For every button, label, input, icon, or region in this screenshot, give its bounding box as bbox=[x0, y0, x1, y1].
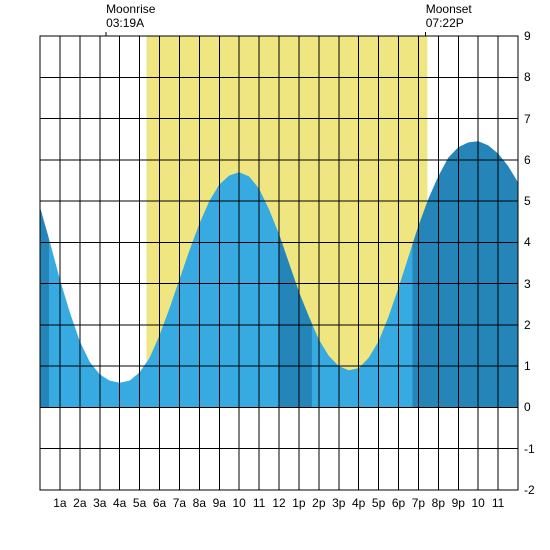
x-tick-label: 5a bbox=[133, 496, 146, 510]
x-tick-label: 7p bbox=[412, 496, 425, 510]
y-tick-label: 8 bbox=[524, 70, 531, 84]
x-tick-label: 2p bbox=[312, 496, 325, 510]
y-tick-label: -1 bbox=[524, 442, 535, 456]
x-tick-label: 11 bbox=[492, 496, 504, 510]
chart-svg bbox=[0, 0, 550, 550]
y-tick-label: 6 bbox=[524, 153, 531, 167]
x-tick-label: 12 bbox=[272, 496, 285, 510]
x-tick-label: 9p bbox=[452, 496, 465, 510]
y-tick-label: 0 bbox=[524, 400, 531, 414]
x-tick-label: 2a bbox=[73, 496, 86, 510]
x-tick-label: 4a bbox=[113, 496, 126, 510]
x-tick-label: 6p bbox=[392, 496, 405, 510]
y-tick-label: 9 bbox=[524, 29, 531, 43]
x-tick-label: 6a bbox=[153, 496, 166, 510]
y-tick-label: 4 bbox=[524, 235, 531, 249]
x-tick-label: 7a bbox=[173, 496, 186, 510]
x-tick-label: 4p bbox=[352, 496, 365, 510]
x-tick-label: 10 bbox=[471, 496, 484, 510]
y-tick-label: 3 bbox=[524, 277, 531, 291]
y-tick-label: 2 bbox=[524, 318, 531, 332]
x-tick-label: 9a bbox=[213, 496, 226, 510]
x-tick-label: 10 bbox=[232, 496, 245, 510]
y-tick-label: 5 bbox=[524, 194, 531, 208]
x-tick-label: 8a bbox=[193, 496, 206, 510]
x-tick-label: 3p bbox=[332, 496, 345, 510]
x-tick-label: 5p bbox=[372, 496, 385, 510]
y-tick-label: 1 bbox=[524, 359, 531, 373]
x-tick-label: 3a bbox=[93, 496, 106, 510]
tide-chart: Moonrise 03:19A Moonset 07:22P -2-101234… bbox=[0, 0, 550, 550]
x-tick-label: 8p bbox=[432, 496, 445, 510]
y-tick-label: -2 bbox=[524, 483, 535, 497]
y-tick-label: 7 bbox=[524, 112, 531, 126]
x-tick-label: 11 bbox=[253, 496, 265, 510]
x-tick-label: 1p bbox=[292, 496, 305, 510]
x-tick-label: 1a bbox=[53, 496, 66, 510]
